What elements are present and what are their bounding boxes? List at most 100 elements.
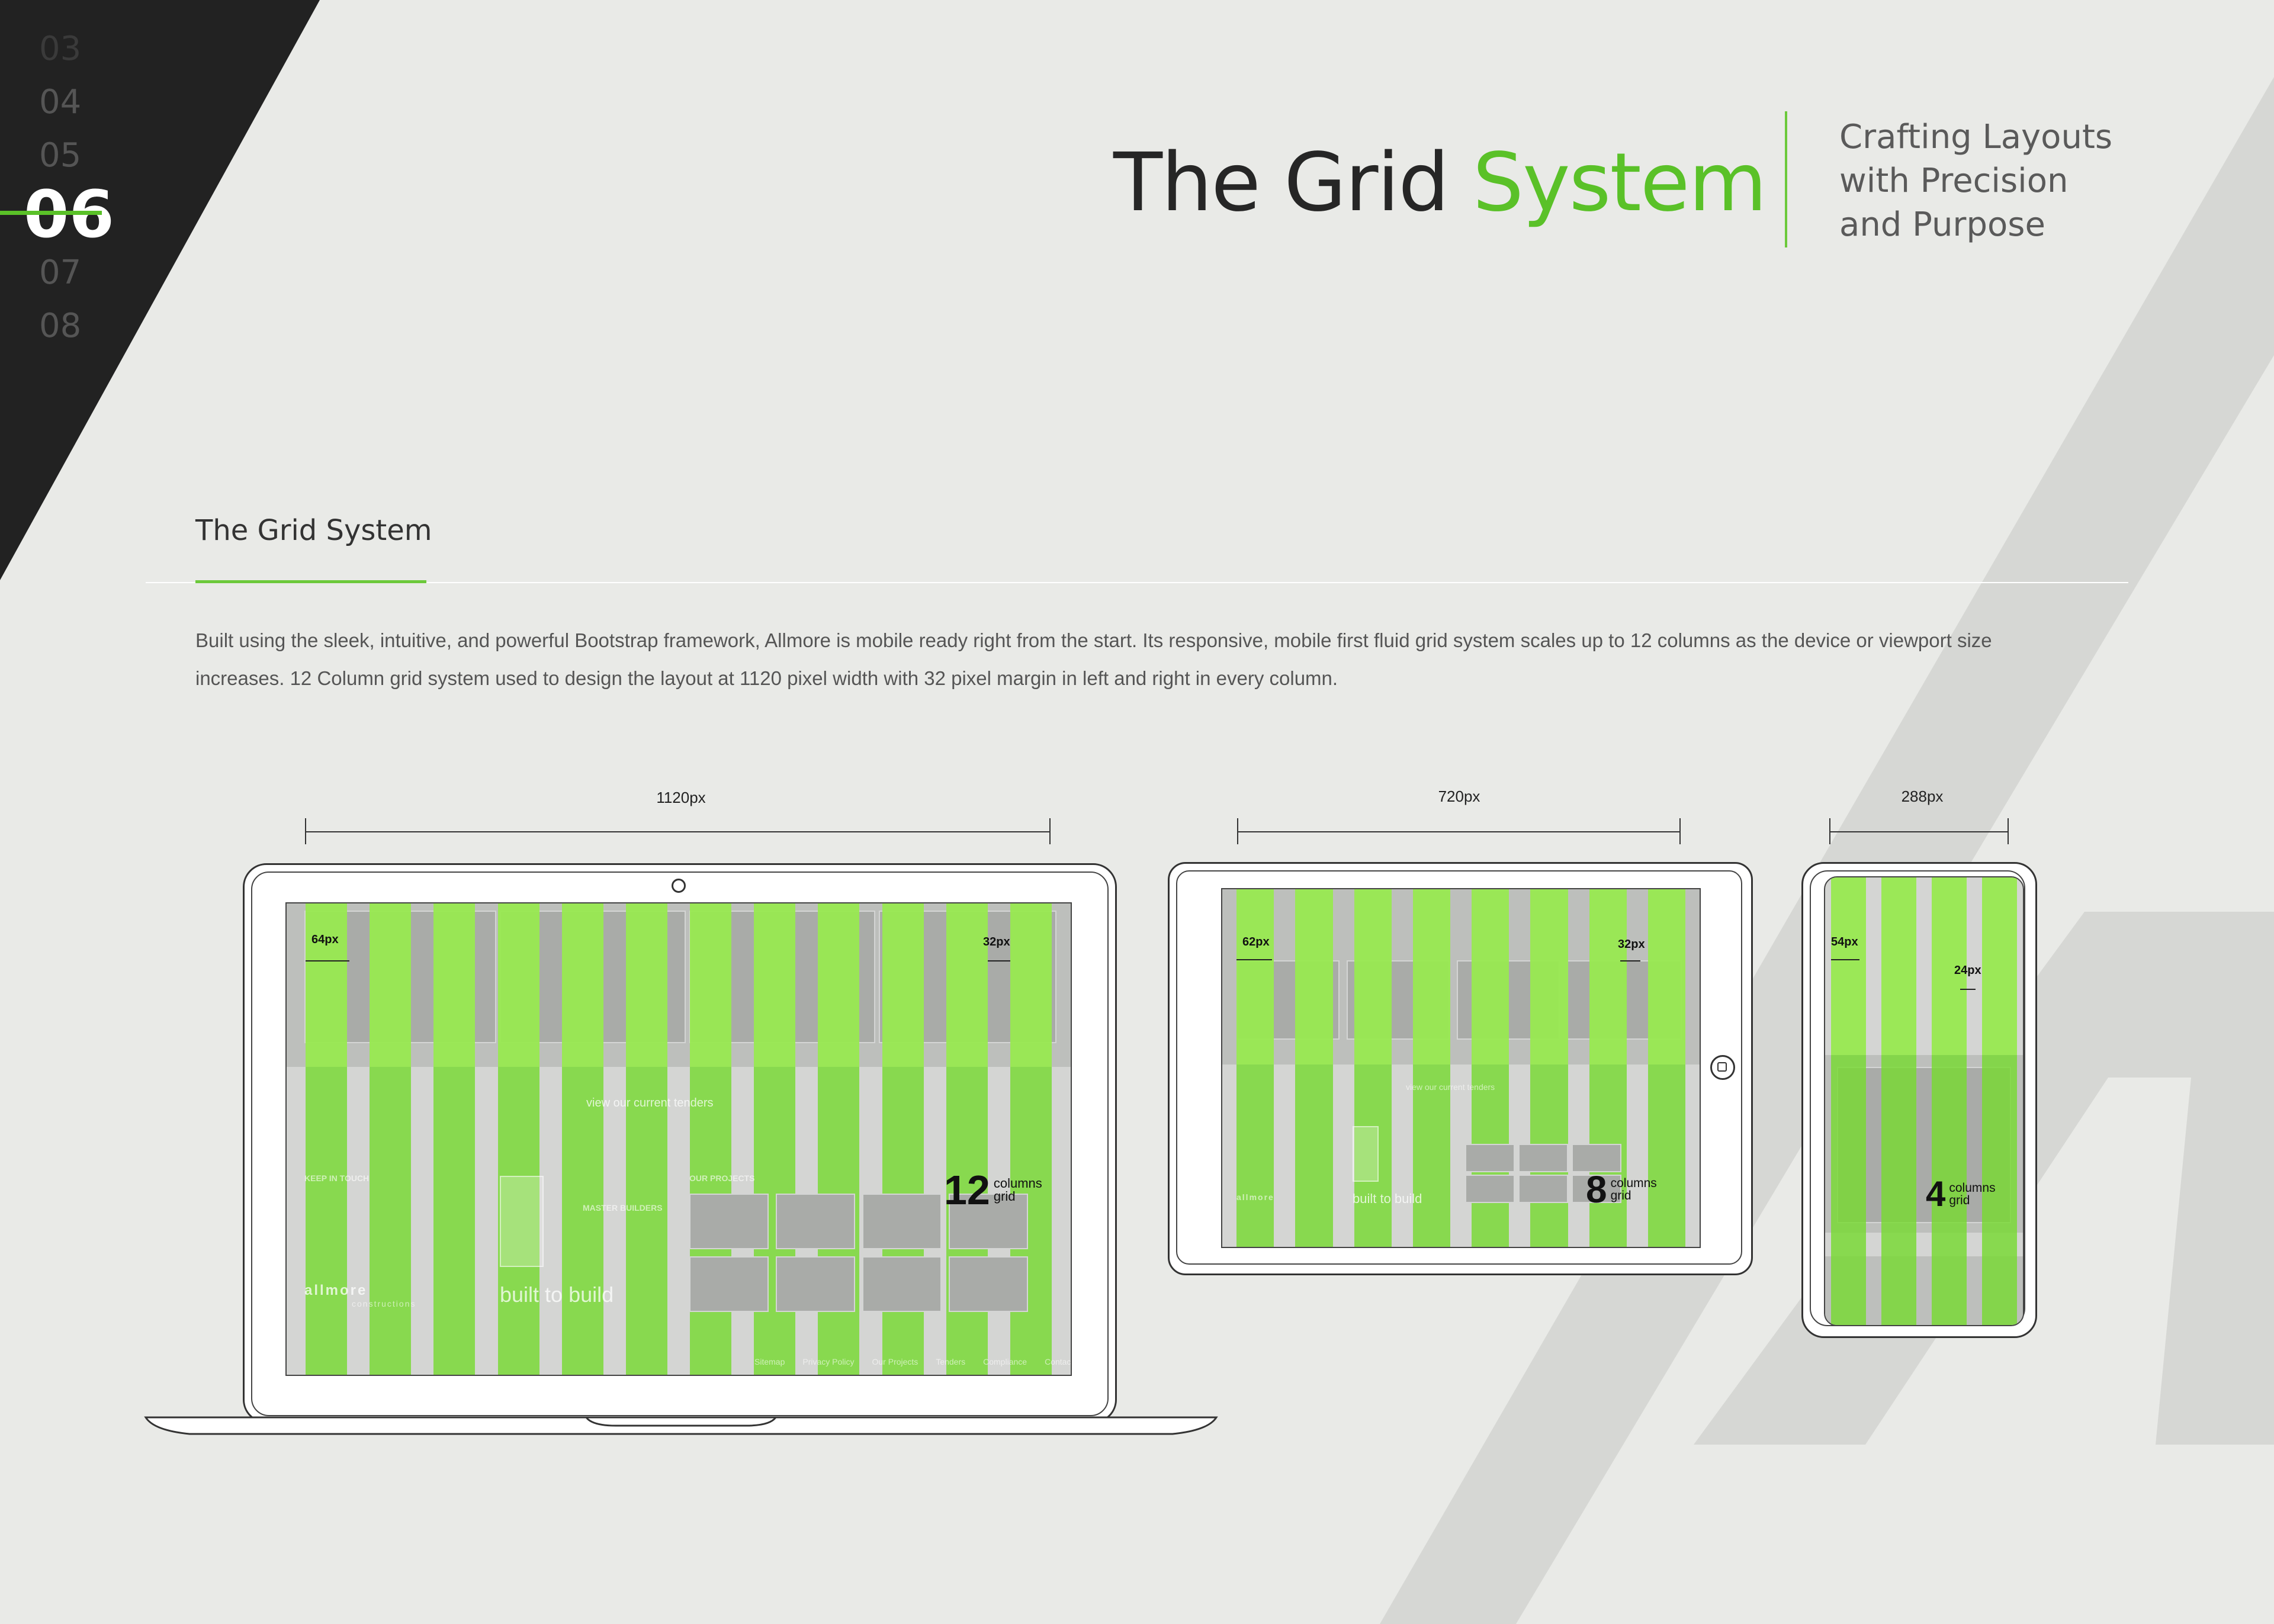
phone-column-overlay <box>1825 877 2023 1325</box>
project-thumbnail[interactable] <box>949 1194 1028 1249</box>
gutter-measure-line <box>988 960 1010 961</box>
project-thumbnail[interactable] <box>862 1194 942 1249</box>
gutter-measure-line <box>1960 989 1976 990</box>
grid-word: columns <box>1949 1181 1996 1195</box>
section-divider <box>146 582 2128 583</box>
nav-item-07[interactable]: 07 <box>39 253 82 292</box>
nav-item-04[interactable]: 04 <box>39 83 82 121</box>
grid-column-highlight <box>306 903 348 1067</box>
grid-word: grid <box>1610 1189 1631 1202</box>
grid-word: grid <box>1949 1193 1970 1207</box>
tablet-width-dimension-line <box>1238 831 1681 832</box>
margin-measure-line <box>306 960 349 961</box>
tenders-link[interactable]: view our current tenders <box>586 1096 714 1110</box>
grid-word: columns <box>1610 1176 1657 1190</box>
subtitle-line: and Purpose <box>1839 205 2045 244</box>
grid-column-highlight <box>1831 877 1866 1055</box>
brand-logo-text: allmore <box>304 1282 368 1298</box>
project-thumbnail[interactable] <box>689 1256 769 1312</box>
footer-link[interactable]: Sitemap <box>754 1357 785 1366</box>
grid-column-highlight <box>561 903 603 1067</box>
grid-column-highlight <box>370 903 412 1067</box>
grid-column-highlight <box>882 903 924 1067</box>
footer-link[interactable]: Privacy Policy <box>802 1357 855 1366</box>
grid-word: columns <box>993 1176 1042 1191</box>
project-thumbnail[interactable] <box>1518 1144 1568 1172</box>
project-thumbnail[interactable] <box>689 1194 769 1249</box>
grid-caption: 8 columns grid <box>1586 1168 1657 1211</box>
grid-words: columns grid <box>994 1177 1042 1203</box>
nav-item-05[interactable]: 05 <box>39 136 82 175</box>
subtitle-line: with Precision <box>1839 162 2069 200</box>
footer-link[interactable]: Compliance <box>983 1357 1027 1366</box>
project-thumbnail[interactable] <box>776 1256 855 1312</box>
nav-item-08[interactable]: 08 <box>39 307 82 345</box>
nav-active-indicator <box>0 211 102 215</box>
dimension-tick <box>1237 818 1238 844</box>
grid-word: grid <box>993 1189 1016 1204</box>
laptop-width-dimension-line <box>306 831 1051 832</box>
grid-caption: 12 columns grid <box>944 1166 1042 1214</box>
grid-column-highlight <box>625 903 667 1067</box>
grid-column-highlight <box>690 903 732 1067</box>
dark-diagonal-panel <box>0 0 320 580</box>
grid-column-highlight <box>497 903 539 1067</box>
project-thumbnail[interactable] <box>1572 1175 1621 1203</box>
grid-column-highlight <box>818 903 860 1067</box>
laptop-column-overlay <box>287 903 1071 1375</box>
title-divider <box>1785 111 1787 247</box>
phone-width-label: 288px <box>1901 787 1944 805</box>
grid-column-highlight <box>1589 889 1627 1065</box>
brand-tagline: built to build <box>500 1282 614 1307</box>
grid-column-highlight <box>1932 877 1967 1055</box>
dimension-tick <box>1049 818 1051 844</box>
gutter-measure-label: 32px <box>983 935 1010 948</box>
home-button-icon[interactable] <box>1710 1055 1735 1080</box>
camera-icon <box>672 879 686 893</box>
dimension-tick <box>305 818 306 844</box>
footer-link[interactable]: Our Projects <box>872 1357 918 1366</box>
page-title: The Grid System <box>1113 136 1767 230</box>
grid-column-highlight <box>1982 877 2017 1055</box>
project-thumbnail[interactable] <box>862 1256 942 1312</box>
grid-column-highlight <box>1881 877 1916 1055</box>
grid-column-highlight <box>1647 889 1685 1065</box>
grid-column-highlight <box>946 903 988 1067</box>
tablet-bezel <box>1176 870 1742 1265</box>
home-button-square-icon <box>1717 1062 1727 1072</box>
dimension-tick <box>2008 818 2009 844</box>
project-thumbnail[interactable] <box>1465 1144 1515 1172</box>
brand-logo-subtext: constructions <box>352 1299 416 1308</box>
grid-caption: 4 columns grid <box>1926 1173 1996 1214</box>
nav-item-03[interactable]: 03 <box>39 30 82 68</box>
footer-link[interactable]: Contact Us <box>1045 1357 1072 1366</box>
brand-logo-text: allmore <box>1236 1192 1274 1202</box>
dimension-tick <box>1829 818 1830 844</box>
project-thumbnail[interactable] <box>1518 1175 1568 1203</box>
certification-badge <box>1353 1126 1379 1182</box>
margin-measure-line <box>1831 959 1859 960</box>
phone-screen: 54px 24px 4 columns grid <box>1824 876 2024 1326</box>
project-thumbnail[interactable] <box>949 1256 1028 1312</box>
grid-column-highlight <box>1295 889 1333 1065</box>
gutter-measure-label: 32px <box>1618 938 1645 951</box>
laptop-screen: view our current tenders KEEP IN TOUCH O… <box>285 902 1072 1376</box>
tenders-link[interactable]: view our current tenders <box>1406 1082 1495 1092</box>
tablet-screen: view our current tenders allmore built t… <box>1221 888 1701 1248</box>
page-subtitle: Crafting Layouts with Precision and Purp… <box>1839 115 2112 247</box>
grid-count: 4 <box>1926 1174 1946 1214</box>
project-thumbnail[interactable] <box>1465 1175 1515 1203</box>
section-title-underline <box>195 580 426 583</box>
dimension-tick <box>1679 818 1681 844</box>
project-thumbnail[interactable] <box>1572 1144 1621 1172</box>
grid-count: 12 <box>944 1167 990 1213</box>
our-projects-heading: OUR PROJECTS <box>689 1173 755 1183</box>
footer-link[interactable]: Tenders <box>936 1357 966 1366</box>
margin-measure-label: 62px <box>1242 935 1270 948</box>
grid-column-highlight <box>1010 903 1052 1067</box>
phone-width-dimension-line <box>1830 831 2009 832</box>
project-thumbnail[interactable] <box>776 1194 855 1249</box>
laptop-bezel <box>251 872 1109 1416</box>
gutter-measure-line <box>1620 960 1640 961</box>
page-title-accent: System <box>1472 136 1767 230</box>
